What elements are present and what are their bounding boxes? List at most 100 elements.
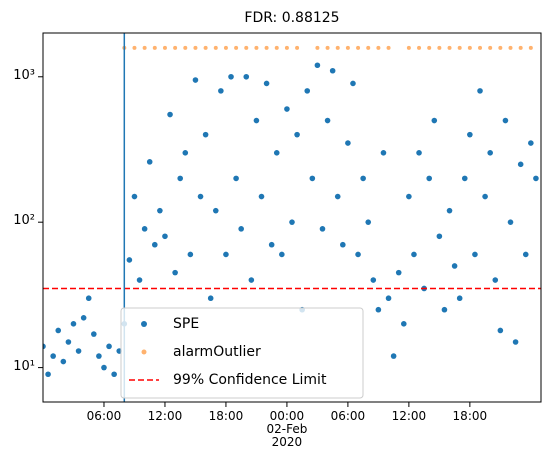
outlier-point: [467, 45, 472, 50]
spe-point: [273, 150, 280, 156]
plot: [43, 45, 541, 378]
outlier-point: [213, 45, 218, 50]
outlier-point: [386, 45, 391, 50]
outlier-point: [478, 45, 483, 50]
spe-point: [177, 175, 184, 182]
spe-point: [50, 353, 56, 359]
outlier-point: [244, 45, 249, 50]
spe-point: [80, 315, 87, 321]
spe-point: [461, 175, 468, 182]
outlier-point: [457, 45, 462, 50]
spe-point: [167, 111, 173, 118]
y-tick-label: 10²: [13, 213, 35, 229]
spe-point: [416, 150, 422, 156]
outlier-point: [488, 45, 493, 50]
spe-point: [248, 277, 255, 283]
outlier-point: [203, 45, 208, 50]
spe-point: [390, 353, 397, 359]
spe-point: [182, 150, 189, 156]
spe-point: [207, 295, 214, 302]
outlier-point: [234, 45, 239, 50]
spe-point: [487, 150, 493, 156]
spe-point: [319, 226, 326, 232]
spe-point: [141, 226, 148, 232]
outlier-point: [254, 45, 259, 50]
spe-point: [233, 175, 239, 182]
x-tick-label: 00:00 02-Feb 2020: [266, 409, 308, 449]
outlier-point: [406, 45, 411, 50]
spe-point: [284, 106, 290, 112]
x-tick-label: 18:00: [452, 409, 488, 423]
spe-point: [228, 73, 234, 80]
spe-point: [314, 62, 321, 69]
outlier-point: [162, 45, 167, 50]
spe-point: [162, 233, 168, 240]
spe-point: [395, 269, 402, 276]
outlier-point: [366, 45, 371, 50]
spe-point: [65, 339, 72, 345]
outlier-point: [274, 45, 279, 50]
spe-point: [411, 251, 417, 258]
outlier-point: [335, 45, 340, 50]
spe-point: [400, 321, 407, 327]
outlier-point: [356, 45, 361, 50]
spe-point: [238, 226, 244, 232]
spe-point: [375, 306, 382, 313]
spe-point: [456, 295, 463, 302]
spe-point: [528, 140, 534, 146]
x-tick-label: 12:00: [147, 409, 183, 423]
frame: [42, 32, 542, 403]
spe-point: [197, 193, 204, 200]
outlier-point: [183, 45, 188, 50]
spe-point: [370, 277, 377, 283]
y-tick-label: 10¹: [13, 358, 35, 374]
spe-point: [60, 358, 67, 365]
spe-point: [151, 241, 158, 248]
outlier-point: [345, 45, 350, 50]
outlier-point: [447, 45, 452, 50]
outlier-point: [264, 45, 269, 50]
spe-point: [329, 67, 336, 74]
outlier-point: [193, 45, 198, 50]
outlier-point: [142, 45, 147, 50]
legend: [120, 307, 364, 399]
spe-point: [472, 251, 478, 258]
spe-point: [289, 219, 295, 225]
spe-point: [517, 161, 524, 168]
spe-point: [502, 117, 509, 124]
spe-point: [426, 175, 433, 182]
spe-point: [309, 175, 316, 182]
outlier-point: [427, 45, 432, 50]
outlier-point: [498, 45, 503, 50]
spe-point: [334, 193, 341, 200]
spe-point: [431, 117, 438, 124]
spe-point: [350, 80, 356, 87]
spe-point: [279, 251, 285, 258]
outlier-point: [417, 45, 422, 50]
spe-point: [187, 251, 194, 258]
spe-point: [136, 277, 143, 283]
spe-point: [55, 327, 62, 334]
spe-point: [451, 263, 458, 269]
outlier-point: [284, 45, 289, 50]
spe-point: [268, 241, 275, 248]
spe-point: [126, 257, 133, 263]
outlier-point: [223, 45, 228, 50]
spe-point: [106, 343, 112, 350]
spe-point: [111, 371, 117, 378]
spe-point: [75, 348, 82, 354]
chart-title: FDR: 0.88125: [244, 10, 339, 26]
spe-point: [43, 343, 46, 350]
spe-point: [324, 117, 331, 124]
x-tick-label: 06:00: [86, 409, 122, 423]
spe-point: [522, 251, 529, 258]
spe-point: [385, 295, 392, 302]
outlier-point: [173, 45, 178, 50]
outlier-point: [528, 45, 533, 50]
y-tick-label: 10³: [13, 67, 35, 83]
outlier-point: [295, 45, 300, 50]
spe-point: [507, 219, 514, 225]
outlier-point: [508, 45, 513, 50]
